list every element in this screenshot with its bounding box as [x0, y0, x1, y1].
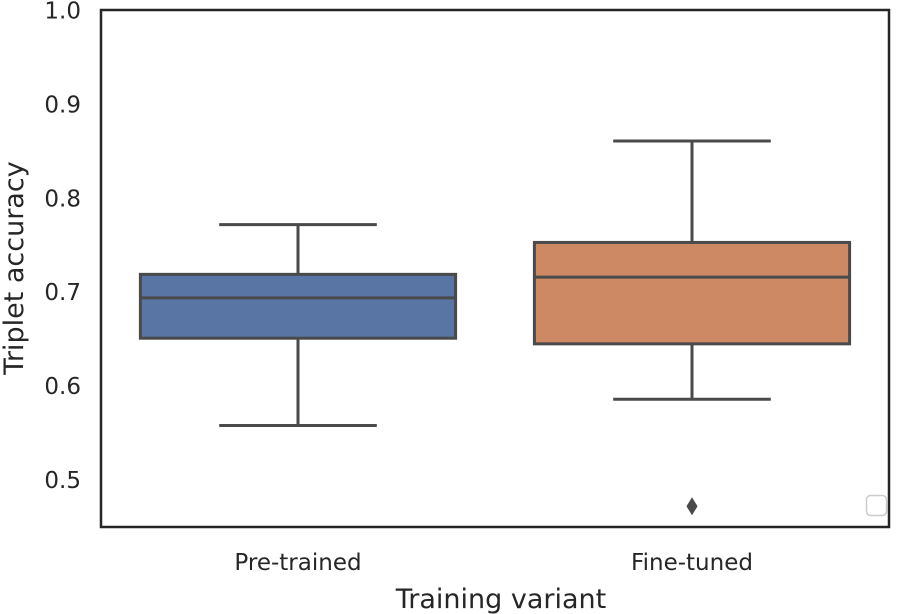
y-tick-label: 0.9: [44, 92, 81, 118]
legend-box: [865, 494, 888, 517]
y-tick-label: 0.6: [44, 374, 81, 400]
y-tick-label: 1.0: [44, 0, 81, 25]
x-tick-label: Pre-trained: [234, 550, 361, 576]
y-tick-label: 0.5: [44, 468, 81, 494]
y-tick-label: 0.7: [44, 280, 81, 306]
axes: Pre-trained Fine-tuned 0.5 0.6 0.7 0.8 0.9 1.0: [44, 0, 891, 576]
y-axis-title: Triplet accuracy: [0, 161, 30, 375]
iqr-box: [138, 272, 458, 340]
y-tick-label: 0.8: [44, 186, 81, 212]
x-tick-label: Fine-tuned: [631, 550, 753, 576]
box-group-1: [138, 223, 458, 428]
box-group-2: [532, 139, 852, 516]
outlier-marker: [686, 497, 698, 516]
x-axis-title: Training variant: [395, 584, 607, 614]
plot-frame: [99, 8, 891, 529]
iqr-box: [532, 240, 852, 346]
plot-area: [138, 139, 852, 516]
